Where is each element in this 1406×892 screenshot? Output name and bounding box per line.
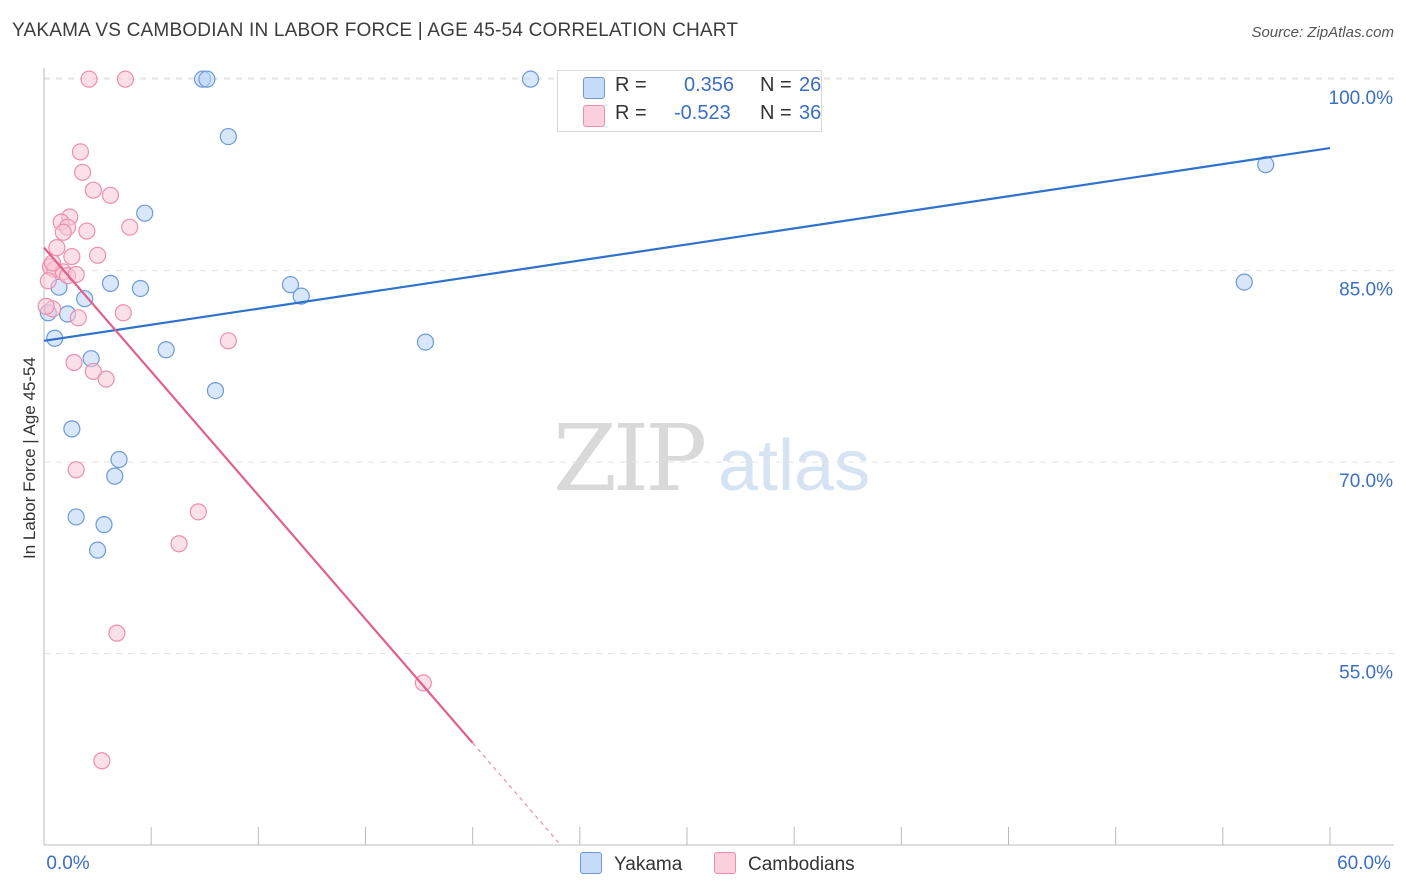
yakama-n-label: N = [760,74,792,96]
yakama-point [76,290,94,308]
cambodians-swatch [583,105,605,127]
yakama-point [198,70,216,88]
bottom-legend-yakama: Yakama [580,852,682,876]
yakama-point [131,279,150,298]
cambodian-point [54,223,72,241]
cambodian-point [189,503,207,521]
watermark-atlas: atlas [718,426,871,506]
watermark-zip: ZIP [553,405,707,512]
cambodian-point [43,254,62,272]
bottom-yakama-label: Yakama [614,854,683,875]
yakama-point [136,204,154,222]
cambodian-point [219,332,237,350]
cambodian-point [97,370,115,388]
yakama-point [1235,273,1253,291]
cambodian-point [88,246,107,264]
cambodians-r-label: R = [615,102,647,124]
correlation-legend: R = 0.356 N = 26 R = -0.523 N = 36 [557,70,822,132]
yakama-point [106,467,124,485]
cambodian-point [84,362,102,381]
bottom-legend-cambodians: Cambodians [714,852,855,876]
yakama-r-value: 0.356 [684,74,735,96]
y-tick-label: 100.0% [1329,88,1394,109]
yakama-point [521,70,540,88]
yakama-point [63,420,81,438]
yakama-point [67,508,85,526]
cambodian-point [78,222,96,240]
cambodian-point [37,297,55,315]
yakama-point [110,450,128,469]
yakama-point [416,333,435,351]
cambodian-point [63,247,81,266]
yakama-r-label: R = [615,74,647,96]
cambodian-point [67,461,85,479]
yakama-point [281,276,300,294]
yakama-point [88,541,107,559]
cambodian-point [116,70,135,88]
source-label: Source: ZipAtlas.com [1251,24,1394,41]
cambodian-point [93,752,111,770]
cambodian-point [67,265,85,284]
cambodian-point [114,304,132,322]
cambodian-point [80,70,98,88]
yakama-point [157,341,175,359]
cambodian-trend-extension [472,742,559,843]
cambodian-point [121,218,139,236]
y-tick-label: 70.0% [1339,471,1393,492]
cambodian-point [71,143,90,161]
y-tick-label: 55.0% [1339,663,1393,684]
cambodian-point [69,309,87,327]
cambodian-point [414,674,432,692]
yakama-point [95,516,113,534]
cambodian-point [108,624,126,642]
yakama-point [206,381,225,400]
cambodians-r-value: -0.523 [674,102,731,124]
cambodian-point [73,163,92,181]
cambodian-point [39,272,57,290]
bottom-cambodians-label: Cambodians [748,854,855,875]
yakama-point [101,274,120,292]
cambodians-n-label: N = [760,102,792,124]
cambodian-point [101,186,120,204]
yakama-trend-line [43,146,1331,342]
yakama-point [219,127,237,146]
bottom-cambodians-swatch [714,852,736,874]
y-tick-label: 85.0% [1339,280,1393,301]
yakama-point [292,287,310,305]
y-axis-label: In Labor Force | Age 45-54 [20,357,39,559]
chart-title: YAKAMA VS CAMBODIAN IN LABOR FORCE | AGE… [12,20,739,41]
yakama-n-value: 26 [799,74,822,96]
cambodian-point [170,535,188,553]
x-tick-label: 60.0% [1337,853,1391,874]
yakama-swatch [583,77,605,99]
cambodian-point [48,239,66,257]
cambodian-trend-line [43,246,474,744]
bottom-yakama-swatch [580,852,602,874]
cambodian-point [84,181,102,199]
cambodian-point [65,353,83,372]
cambodians-n-value: 36 [799,102,822,124]
x-tick-label: 0.0% [46,853,89,874]
